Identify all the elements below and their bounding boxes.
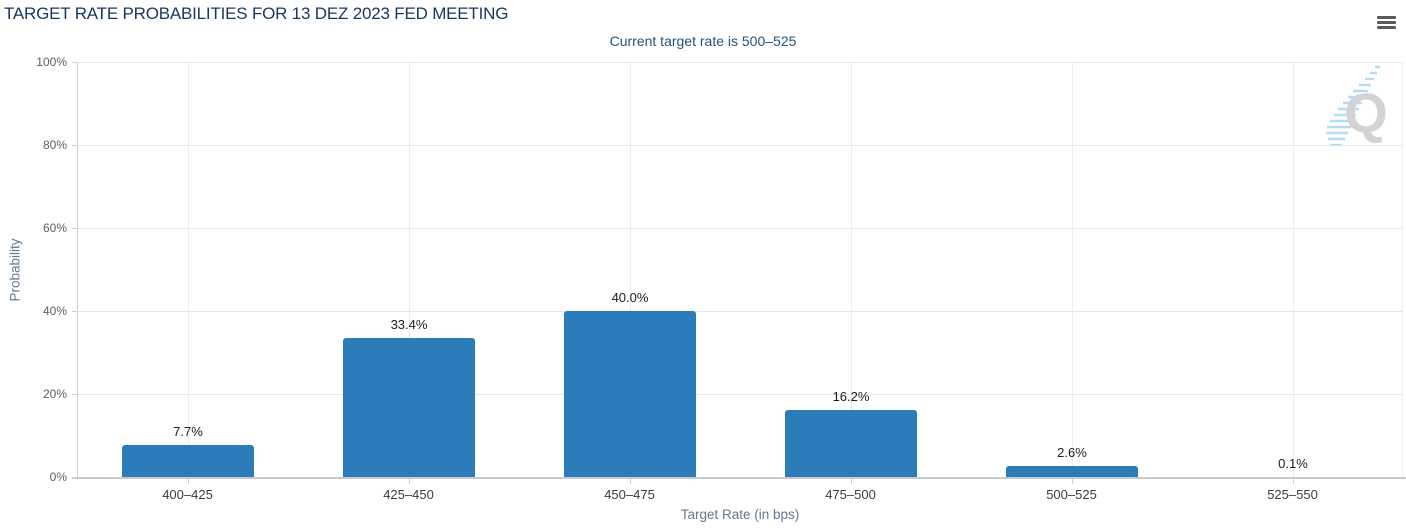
x-axis-tick bbox=[409, 479, 410, 484]
y-axis-tick bbox=[72, 62, 77, 63]
x-axis-tick bbox=[1072, 479, 1073, 484]
chart-subtitle: Current target rate is 500–525 bbox=[609, 33, 797, 49]
x-category-label: 475–500 bbox=[825, 487, 876, 502]
h-gridline bbox=[77, 394, 1403, 395]
bar-value-label: 7.7% bbox=[173, 424, 203, 439]
x-axis-title: Target Rate (in bps) bbox=[680, 507, 800, 522]
hamburger-bar bbox=[1377, 16, 1396, 19]
watermark-q-logo: Q bbox=[1326, 65, 1388, 147]
y-axis-tick bbox=[72, 311, 77, 312]
bar-400–425[interactable] bbox=[122, 445, 254, 477]
bar-425–450[interactable] bbox=[343, 338, 475, 477]
x-category-label: 425–450 bbox=[383, 487, 434, 502]
watermark-q-letter: Q bbox=[1344, 81, 1388, 144]
y-axis-line bbox=[77, 62, 78, 477]
x-axis-line bbox=[72, 477, 1406, 479]
x-category-label: 525–550 bbox=[1267, 487, 1318, 502]
bar-450–475[interactable] bbox=[564, 311, 696, 477]
bar-value-label: 16.2% bbox=[832, 389, 870, 404]
h-gridline bbox=[77, 62, 1403, 63]
h-gridline bbox=[77, 228, 1403, 229]
x-axis-tick bbox=[188, 479, 189, 484]
y-axis-tick bbox=[72, 477, 77, 478]
y-tick-label: 40% bbox=[42, 304, 67, 318]
hamburger-bar bbox=[1377, 26, 1396, 29]
x-axis-tick bbox=[851, 479, 852, 484]
v-gridline bbox=[1293, 62, 1294, 477]
bar-value-label: 33.4% bbox=[390, 317, 428, 332]
x-axis-tick bbox=[630, 479, 631, 484]
y-tick-label: 80% bbox=[42, 138, 67, 152]
h-gridline bbox=[77, 145, 1403, 146]
y-axis-tick bbox=[72, 145, 77, 146]
v-gridline bbox=[851, 62, 852, 477]
h-gridline bbox=[77, 311, 1403, 312]
v-gridline bbox=[630, 62, 631, 477]
x-category-label: 500–525 bbox=[1046, 487, 1097, 502]
y-axis-tick bbox=[72, 228, 77, 229]
x-category-label: 400–425 bbox=[162, 487, 213, 502]
v-gridline bbox=[409, 62, 410, 477]
hamburger-bar bbox=[1377, 21, 1396, 24]
y-tick-label: 60% bbox=[42, 221, 67, 235]
y-tick-label: 20% bbox=[42, 387, 67, 401]
bar-value-label: 2.6% bbox=[1057, 445, 1087, 460]
y-tick-label: 0% bbox=[49, 470, 67, 484]
plot-right-border bbox=[1402, 62, 1403, 477]
context-menu-button[interactable] bbox=[1374, 12, 1399, 33]
y-axis-tick bbox=[72, 394, 77, 395]
y-tick-label: 100% bbox=[36, 55, 67, 69]
v-gridline bbox=[188, 62, 189, 477]
x-category-label: 450–475 bbox=[604, 487, 655, 502]
bar-value-label: 0.1% bbox=[1278, 456, 1308, 471]
v-gridline bbox=[1072, 62, 1073, 477]
chart-title: TARGET RATE PROBABILITIES FOR 13 DEZ 202… bbox=[4, 4, 509, 23]
bar-500–525[interactable] bbox=[1006, 466, 1138, 477]
bar-475–500[interactable] bbox=[785, 410, 917, 477]
x-axis-tick bbox=[1293, 479, 1294, 484]
bar-value-label: 40.0% bbox=[611, 290, 649, 305]
